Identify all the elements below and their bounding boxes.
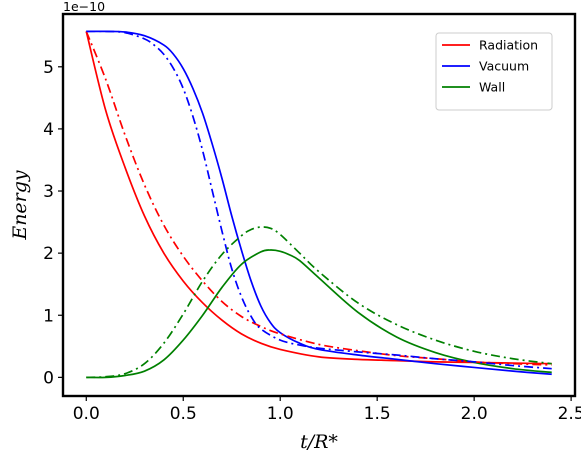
series-line-dashdot-4 — [86, 30, 552, 370]
y-tick-label: 5 — [43, 58, 54, 78]
x-tick-label: 1.5 — [364, 404, 391, 424]
x-tick-label: 1.0 — [267, 404, 294, 424]
series-line-dashdot-5 — [86, 226, 552, 379]
series-line-radiation — [85, 31, 552, 365]
legend-label-wall: Wall — [479, 80, 505, 95]
y-tick-label: 4 — [43, 120, 54, 140]
series-line-wall — [86, 249, 552, 379]
plot-frame — [61, 12, 577, 398]
x-tick-label: 2.0 — [461, 404, 488, 424]
legend-box — [435, 32, 553, 111]
legend-label-radiation: Radiation — [479, 38, 538, 53]
y-axis-label: Energy — [9, 170, 31, 241]
legend: Radiation Vacuum Wall — [435, 32, 553, 111]
series-line-dashdot-3 — [85, 31, 552, 366]
y-axis-offset-label: 1e−10 — [63, 0, 105, 14]
x-axis-ticks: 0.0 0.5 1.0 1.5 2.0 2.5 — [73, 396, 581, 424]
series-line-vacuum — [86, 30, 552, 376]
y-axis-ticks: 0 1 2 3 4 5 — [43, 58, 63, 388]
y-tick-label: 3 — [43, 182, 54, 202]
x-tick-label: 0.0 — [73, 404, 100, 424]
x-tick-label: 0.5 — [170, 404, 197, 424]
y-tick-label: 1 — [43, 306, 54, 326]
x-axis-label: t/R* — [300, 431, 338, 453]
x-tick-label: 2.5 — [558, 404, 581, 424]
y-tick-label: 2 — [43, 244, 54, 264]
y-tick-label: 0 — [43, 368, 54, 388]
legend-label-vacuum: Vacuum — [479, 59, 529, 74]
